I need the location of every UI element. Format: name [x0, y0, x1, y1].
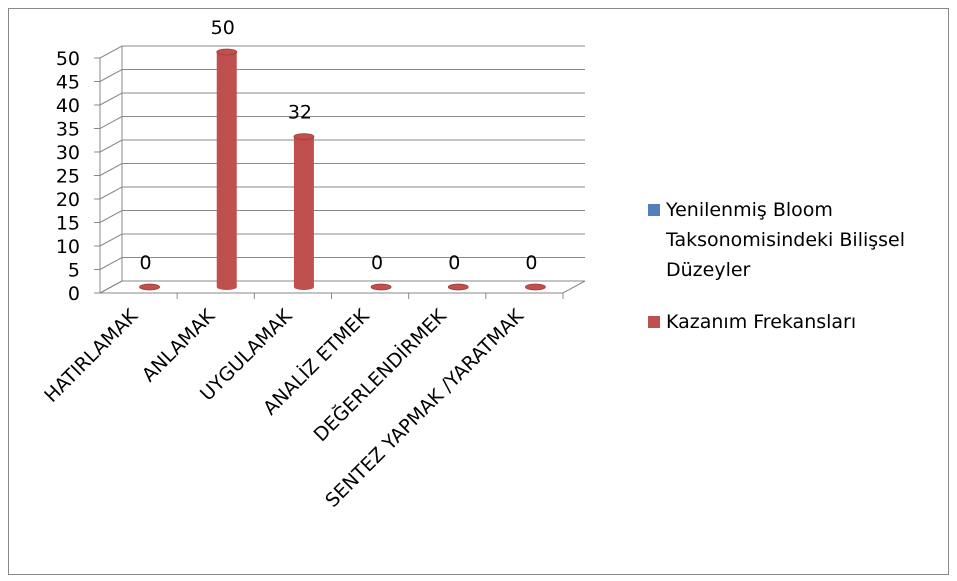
grid-line — [99, 280, 585, 294]
legend-label: Yenilenmiş Bloom Taksonomisindeki Bilişs… — [666, 199, 906, 281]
grid-line — [99, 233, 585, 247]
y-tick-label: 0 — [68, 283, 80, 305]
legend-swatch — [648, 316, 660, 328]
bar-bottom — [293, 284, 314, 290]
data-label: 0 — [140, 252, 152, 274]
grid-line — [99, 210, 585, 223]
bar-top — [216, 48, 238, 56]
data-label: 0 — [525, 252, 537, 274]
bar — [216, 52, 237, 287]
bar-top — [525, 283, 546, 291]
data-label: 0 — [371, 252, 383, 274]
legend-label: Kazanım Frekansları — [666, 311, 857, 333]
y-tick-label: 35 — [56, 119, 80, 141]
bar-bottom — [216, 284, 237, 290]
data-label: 50 — [211, 17, 235, 39]
grid-line — [99, 139, 585, 153]
grid-line — [99, 45, 585, 59]
y-tick-label: 45 — [56, 72, 80, 94]
bar-top — [370, 283, 392, 291]
legend: Yenilenmiş Bloom Taksonomisindeki Bilişs… — [648, 195, 948, 359]
legend-item: Kazanım Frekansları — [648, 307, 948, 337]
data-label: 0 — [448, 252, 460, 274]
y-tick-label: 15 — [56, 213, 80, 235]
y-tick-label: 20 — [56, 189, 80, 211]
bar-top — [139, 283, 160, 291]
chart-border — [8, 8, 949, 575]
grid-line — [99, 116, 585, 129]
bar-top — [293, 133, 315, 141]
y-tick-label: 50 — [56, 48, 80, 70]
grid-line — [99, 92, 585, 106]
y-tick-label: 10 — [56, 236, 80, 258]
y-tick-label: 30 — [56, 142, 80, 164]
grid-line — [99, 257, 585, 270]
grid-line — [99, 163, 585, 176]
grid-line — [99, 69, 585, 82]
y-tick-label: 40 — [56, 95, 80, 117]
grid-line — [99, 186, 585, 200]
bar-top — [447, 283, 469, 291]
legend-item: Yenilenmiş Bloom Taksonomisindeki Bilişs… — [648, 195, 948, 285]
y-tick-label: 5 — [68, 260, 80, 282]
bar — [293, 136, 314, 287]
legend-swatch — [648, 204, 660, 216]
y-tick-label: 25 — [56, 166, 80, 188]
data-label: 32 — [288, 102, 312, 124]
